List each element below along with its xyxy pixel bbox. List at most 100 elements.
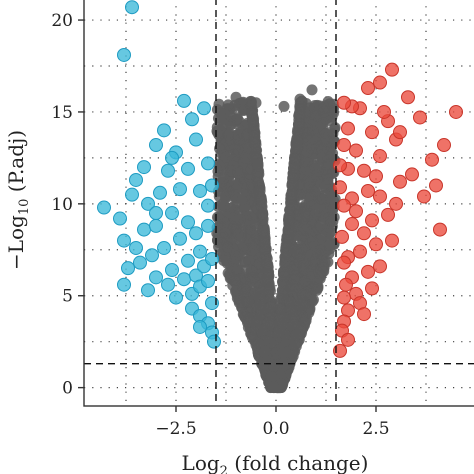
point-not-significant — [259, 345, 271, 357]
point-upregulated — [365, 213, 379, 228]
point-not-significant — [306, 147, 318, 159]
point-not-significant — [246, 237, 258, 249]
point-not-significant — [324, 146, 336, 158]
point-not-significant — [219, 218, 231, 230]
point-downregulated — [201, 198, 215, 213]
point-not-significant — [280, 239, 292, 251]
point-upregulated — [373, 259, 387, 274]
point-downregulated — [205, 178, 219, 193]
point-upregulated — [357, 307, 371, 322]
point-upregulated — [433, 222, 447, 237]
point-not-significant — [283, 215, 295, 227]
point-downregulated — [189, 226, 203, 241]
point-upregulated — [337, 255, 351, 270]
point-upregulated — [341, 121, 355, 136]
point-downregulated — [141, 283, 155, 298]
point-not-significant — [274, 370, 286, 382]
point-not-significant — [278, 100, 290, 112]
point-not-significant — [299, 108, 311, 120]
point-not-significant — [246, 110, 258, 122]
point-upregulated — [401, 90, 415, 105]
point-upregulated — [373, 149, 387, 164]
point-not-significant — [288, 244, 300, 256]
point-not-significant — [312, 165, 324, 177]
point-not-significant — [250, 97, 262, 109]
plot-frame — [83, 0, 474, 407]
point-upregulated — [393, 174, 407, 189]
point-not-significant — [320, 167, 332, 179]
point-upregulated — [369, 237, 383, 252]
point-not-significant — [232, 144, 244, 156]
point-not-significant — [262, 317, 274, 329]
point-upregulated — [425, 152, 439, 167]
point-upregulated — [393, 125, 407, 140]
point-not-significant — [253, 185, 265, 197]
point-not-significant — [278, 312, 290, 324]
point-not-significant — [218, 113, 230, 125]
point-downregulated — [165, 150, 179, 165]
point-downregulated — [181, 161, 195, 176]
point-not-significant — [293, 118, 305, 130]
point-downregulated — [157, 240, 171, 255]
point-downregulated — [149, 206, 163, 221]
point-downregulated — [121, 261, 135, 276]
point-not-significant — [286, 305, 298, 317]
point-not-significant — [236, 194, 248, 206]
point-upregulated — [381, 207, 395, 222]
point-not-significant — [220, 227, 232, 239]
point-not-significant — [259, 237, 271, 249]
point-not-significant — [230, 263, 242, 275]
point-downregulated — [157, 123, 171, 138]
point-not-significant — [248, 137, 260, 149]
point-downregulated — [149, 218, 163, 233]
point-not-significant — [242, 121, 254, 133]
point-not-significant — [211, 211, 223, 223]
point-not-significant — [230, 250, 242, 262]
point-not-significant — [263, 283, 275, 295]
threshold-lines — [84, 0, 474, 406]
point-not-significant — [309, 209, 321, 221]
point-downregulated — [149, 138, 163, 153]
point-not-significant — [252, 158, 264, 170]
point-upregulated — [337, 198, 351, 213]
point-not-significant — [306, 133, 318, 145]
point-not-significant — [277, 289, 289, 301]
point-not-significant — [234, 213, 246, 225]
point-not-significant — [298, 276, 310, 288]
not-significant-layer — [211, 84, 341, 394]
point-downregulated — [113, 211, 127, 226]
point-upregulated — [335, 229, 349, 244]
point-downregulated — [117, 277, 131, 292]
point-not-significant — [245, 265, 257, 277]
point-not-significant — [306, 84, 318, 96]
point-upregulated — [337, 95, 351, 110]
point-not-significant — [298, 213, 310, 225]
point-not-significant — [278, 271, 290, 283]
point-upregulated — [361, 183, 375, 198]
point-downregulated — [193, 319, 207, 334]
point-upregulated — [337, 290, 351, 305]
point-not-significant — [240, 277, 252, 289]
point-not-significant — [277, 347, 289, 359]
y-tick-label: 20 — [51, 11, 73, 31]
point-not-significant — [261, 272, 273, 284]
point-downregulated — [165, 263, 179, 277]
point-upregulated — [413, 110, 427, 125]
x-tick-label: −2.5 — [155, 419, 196, 439]
point-downregulated — [173, 182, 187, 197]
point-downregulated — [185, 112, 199, 127]
point-not-significant — [223, 139, 235, 151]
point-downregulated — [181, 215, 195, 230]
point-not-significant — [219, 200, 231, 212]
point-upregulated — [429, 178, 443, 193]
y-axis-title: −Log10 (P.adj) — [4, 130, 32, 270]
point-upregulated — [361, 81, 375, 96]
point-downregulated — [201, 218, 215, 233]
point-upregulated — [385, 233, 399, 248]
point-not-significant — [314, 273, 326, 285]
point-not-significant — [273, 326, 285, 338]
point-not-significant — [294, 189, 306, 201]
point-not-significant — [294, 93, 306, 105]
point-downregulated — [125, 0, 139, 15]
point-downregulated — [193, 183, 207, 198]
